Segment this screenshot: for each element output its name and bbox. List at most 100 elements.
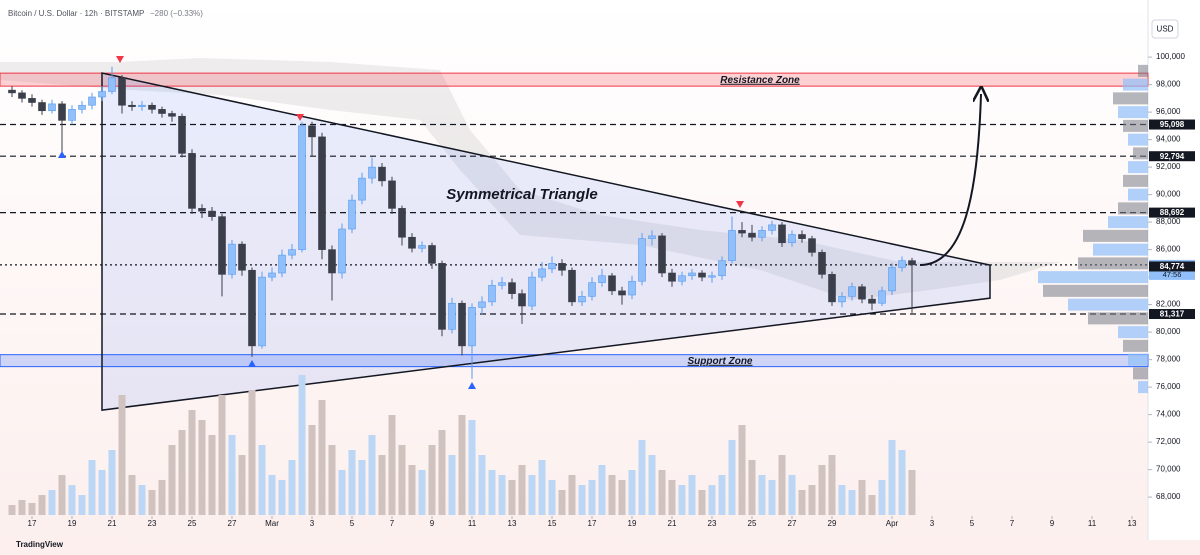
volume-bar — [898, 450, 906, 515]
volume-bar — [178, 430, 186, 515]
volume-profile-bar — [1108, 216, 1148, 229]
volume-profile-bar — [1118, 106, 1148, 119]
candle-body — [818, 252, 826, 275]
volume-bar — [588, 480, 596, 515]
volume-bar — [558, 490, 566, 515]
volume-bar — [128, 475, 136, 515]
x-tick-label: 27 — [788, 519, 797, 528]
candle-body — [118, 77, 126, 106]
candle-body — [188, 153, 196, 209]
volume-bar — [738, 425, 746, 515]
countdown: 47:56 — [1163, 270, 1182, 279]
x-tick-label: 7 — [390, 519, 395, 528]
x-tick-label: 19 — [628, 519, 637, 528]
candle-body — [168, 113, 176, 117]
volume-bar — [338, 470, 346, 515]
volume-bar — [548, 480, 556, 515]
volume-bar — [888, 440, 896, 515]
candle-body — [78, 104, 86, 110]
x-tick-label: 13 — [508, 519, 517, 528]
candle-body — [48, 103, 56, 112]
volume-bar — [798, 490, 806, 515]
currency-box[interactable] — [1151, 19, 1179, 39]
zone-label: Resistance Zone — [720, 75, 800, 86]
volume-bar — [38, 495, 46, 515]
volume-bar — [208, 435, 216, 515]
candle-body — [708, 275, 716, 278]
y-tick-label: 86,000 — [1156, 245, 1181, 254]
volume-profile-bar — [1138, 64, 1148, 77]
candle-body — [8, 89, 16, 94]
candle-body — [788, 234, 796, 244]
y-tick-label: 88,000 — [1156, 217, 1181, 226]
x-tick-label: 11 — [1088, 519, 1097, 528]
candle-body — [648, 235, 656, 239]
volume-bar — [108, 450, 116, 515]
volume-profile-bar — [1038, 271, 1148, 284]
volume-bar — [768, 480, 776, 515]
volume-bar — [648, 455, 656, 515]
candle-body — [98, 91, 106, 98]
candle-body — [378, 166, 386, 182]
x-tick-label: 25 — [748, 519, 757, 528]
volume-profile-bar — [1128, 188, 1148, 201]
candle-body — [288, 249, 296, 256]
header-change: −280 (−0.33%) — [150, 9, 203, 18]
candle-body — [808, 238, 816, 253]
candle-body — [148, 104, 156, 110]
volume-bar — [618, 480, 626, 515]
candle-body — [748, 232, 756, 238]
volume-bar — [248, 390, 256, 515]
candle-body — [548, 263, 556, 270]
candle-body — [688, 272, 696, 277]
x-tick-label: 9 — [430, 519, 435, 528]
candle-body — [538, 268, 546, 278]
volume-bar — [298, 375, 306, 515]
candle-body — [608, 275, 616, 292]
level-label: 84,774 — [1160, 262, 1185, 271]
candle-body — [618, 290, 626, 296]
y-tick-label: 94,000 — [1156, 135, 1181, 144]
level-label-box — [1149, 261, 1195, 272]
volume-bar — [78, 495, 86, 515]
volume-bar — [48, 490, 56, 515]
candle-body — [418, 245, 426, 249]
y-tick-label: 96,000 — [1156, 107, 1181, 116]
candle-body — [348, 199, 356, 230]
candle-body — [428, 245, 436, 264]
volume-bar — [468, 420, 476, 515]
x-tick-label: Apr — [886, 519, 899, 528]
candle-body — [328, 249, 336, 274]
volume-bar — [18, 500, 26, 515]
x-tick-label: 5 — [970, 519, 975, 528]
currency[interactable]: USD — [1157, 25, 1174, 34]
volume-bar — [728, 440, 736, 515]
x-tick-label: 23 — [148, 519, 157, 528]
candle-body — [868, 298, 876, 304]
volume-bar — [758, 475, 766, 515]
candle-body — [218, 216, 226, 275]
volume-bar — [608, 475, 616, 515]
pivot-low — [58, 151, 66, 158]
volume-bar — [878, 480, 886, 515]
candle-body — [138, 104, 146, 107]
candle-body — [208, 210, 216, 217]
volume-profile-bar — [1123, 119, 1148, 132]
y-tick-label: 78,000 — [1156, 355, 1181, 364]
level-label: 81,317 — [1160, 310, 1185, 319]
volume-bar — [28, 503, 36, 515]
volume-profile-bar — [1133, 367, 1148, 380]
x-tick-label: 21 — [668, 519, 677, 528]
pivot-low — [468, 382, 476, 389]
volume-profile-bar — [1043, 284, 1148, 297]
x-tick-label: 13 — [1128, 519, 1137, 528]
volume-bar — [158, 480, 166, 515]
y-tick-label: 76,000 — [1156, 382, 1181, 391]
pivot-high — [736, 201, 744, 208]
level-label-box — [1149, 119, 1195, 130]
pivot-high — [296, 114, 304, 121]
candle-body — [408, 236, 416, 249]
candle-body — [738, 230, 746, 234]
volume-bar — [188, 410, 196, 515]
volume-bar — [598, 465, 606, 515]
